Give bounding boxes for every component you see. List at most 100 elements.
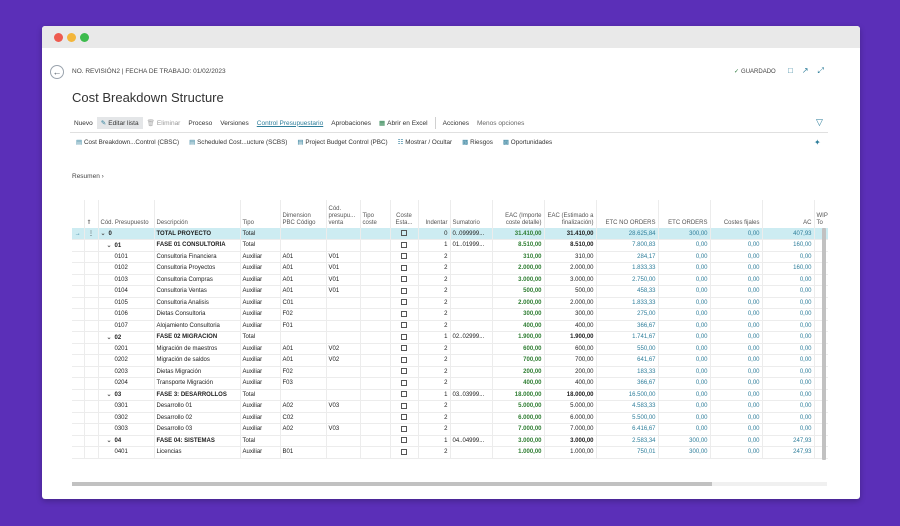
tipocoste-cell[interactable] bbox=[360, 262, 391, 275]
desc-cell[interactable]: Alojamiento Consultoria bbox=[154, 320, 241, 332]
eac-cell[interactable]: 7.000,00 bbox=[492, 423, 545, 436]
row-arrow-cell[interactable] bbox=[72, 320, 85, 332]
row-menu-cell[interactable] bbox=[84, 366, 99, 378]
desc-cell[interactable]: Migración de maestros bbox=[154, 343, 241, 355]
eac-cell[interactable]: 600,00 bbox=[492, 343, 545, 355]
edit-list-button[interactable]: ✎ Editar lista bbox=[96, 117, 143, 129]
checkbox[interactable] bbox=[401, 425, 407, 432]
eacfin-cell[interactable]: 300,00 bbox=[544, 308, 597, 321]
row-menu-cell[interactable] bbox=[84, 297, 99, 309]
desc-cell[interactable]: Desarrollo 03 bbox=[154, 423, 241, 436]
indentar-cell[interactable]: 2 bbox=[418, 320, 451, 332]
checkbox[interactable] bbox=[401, 356, 407, 363]
wip-cell[interactable] bbox=[814, 274, 828, 286]
tipocoste-cell[interactable] bbox=[360, 423, 391, 436]
cod-cell[interactable]: 0104 bbox=[98, 285, 155, 298]
checkbox[interactable] bbox=[401, 345, 407, 352]
checkbox[interactable] bbox=[401, 310, 407, 317]
eacfin-cell[interactable]: 7.000,00 bbox=[544, 423, 597, 436]
desc-cell[interactable]: Migración de saldos bbox=[154, 354, 241, 367]
cod-cell[interactable]: 0301 bbox=[98, 400, 155, 413]
wip-cell[interactable] bbox=[814, 389, 828, 401]
ac-cell[interactable]: 0,00 bbox=[762, 308, 815, 321]
tipo-cell[interactable]: Auxiliar bbox=[240, 320, 281, 332]
tipocoste-cell[interactable] bbox=[360, 377, 391, 390]
checkbox[interactable] bbox=[401, 448, 407, 455]
etc-cell[interactable]: 0,00 bbox=[658, 354, 711, 367]
sumatorio-cell[interactable] bbox=[450, 251, 493, 263]
etcno-cell[interactable]: 366,67 bbox=[596, 377, 659, 390]
etcno-cell[interactable]: 750,01 bbox=[596, 446, 659, 459]
etcno-cell[interactable]: 550,00 bbox=[596, 343, 659, 355]
etc-cell[interactable]: 0,00 bbox=[658, 262, 711, 275]
sumatorio-cell[interactable]: 04..04999... bbox=[450, 435, 493, 447]
codventa-cell[interactable] bbox=[326, 389, 361, 401]
costes-cell[interactable]: 0,00 bbox=[710, 274, 763, 286]
cod-cell[interactable]: ⌄ 03 bbox=[98, 389, 155, 401]
col-costeest[interactable]: Coste Esta... bbox=[390, 200, 419, 228]
costes-cell[interactable]: 0,00 bbox=[710, 239, 763, 252]
cod-cell[interactable]: 0302 bbox=[98, 412, 155, 424]
desc-cell[interactable]: Consultoria Financiera bbox=[154, 251, 241, 263]
etc-cell[interactable]: 300,00 bbox=[658, 228, 711, 240]
row-menu-cell[interactable]: ⋮ bbox=[84, 228, 99, 240]
etcno-cell[interactable]: 458,33 bbox=[596, 285, 659, 298]
row-arrow-cell[interactable]: → bbox=[72, 228, 85, 240]
etc-cell[interactable]: 0,00 bbox=[658, 331, 711, 344]
row-menu-cell[interactable] bbox=[84, 423, 99, 436]
codventa-cell[interactable]: V01 bbox=[326, 285, 361, 298]
dim-cell[interactable]: A01 bbox=[280, 274, 327, 286]
col-etc[interactable]: ETC ORDERS bbox=[658, 200, 711, 228]
tipo-cell[interactable]: Total bbox=[240, 239, 281, 252]
sumatorio-cell[interactable] bbox=[450, 412, 493, 424]
indentar-cell[interactable]: 1 bbox=[418, 435, 451, 447]
col-ac[interactable]: AC bbox=[762, 200, 815, 228]
costes-cell[interactable]: 0,00 bbox=[710, 331, 763, 344]
wip-cell[interactable] bbox=[814, 308, 828, 321]
codventa-cell[interactable]: V03 bbox=[326, 423, 361, 436]
checkbox[interactable] bbox=[401, 264, 407, 271]
actions-menu[interactable]: Acciones bbox=[442, 119, 469, 127]
row-arrow-cell[interactable] bbox=[72, 377, 85, 390]
desc-cell[interactable]: Consultoria Analisis bbox=[154, 297, 241, 309]
eacfin-cell[interactable]: 1.000,00 bbox=[544, 446, 597, 459]
cod-cell[interactable]: ⌄ 0 bbox=[98, 228, 155, 240]
checkbox[interactable] bbox=[401, 391, 407, 398]
ac-cell[interactable]: 0,00 bbox=[762, 400, 815, 413]
eacfin-cell[interactable]: 5.000,00 bbox=[544, 400, 597, 413]
table-row[interactable]: ⌄ 03 FASE 3: DESARROLLOS Total 1 03..03999...… bbox=[72, 389, 828, 401]
col-sumatorio[interactable]: Sumatorio bbox=[450, 200, 493, 228]
indentar-cell[interactable]: 2 bbox=[418, 354, 451, 367]
sumatorio-cell[interactable] bbox=[450, 308, 493, 321]
row-arrow-cell[interactable] bbox=[72, 389, 85, 401]
codventa-cell[interactable] bbox=[326, 435, 361, 447]
row-menu-cell[interactable] bbox=[84, 239, 99, 252]
tipo-cell[interactable]: Auxiliar bbox=[240, 423, 281, 436]
dim-cell[interactable]: A01 bbox=[280, 262, 327, 275]
desc-cell[interactable]: FASE 02 MIGRACION bbox=[154, 331, 241, 344]
tipo-cell[interactable]: Auxiliar bbox=[240, 297, 281, 309]
sumatorio-cell[interactable]: 03..03999... bbox=[450, 389, 493, 401]
costes-cell[interactable]: 0,00 bbox=[710, 366, 763, 378]
costes-cell[interactable]: 0,00 bbox=[710, 423, 763, 436]
summary-toggle[interactable]: Resumen › bbox=[72, 173, 104, 180]
chevron-down-icon[interactable]: ⌄ bbox=[106, 242, 112, 249]
eac-cell[interactable]: 700,00 bbox=[492, 354, 545, 367]
ac-cell[interactable]: 247,93 bbox=[762, 435, 815, 447]
codventa-cell[interactable] bbox=[326, 228, 361, 240]
wip-cell[interactable] bbox=[814, 228, 828, 240]
ac-cell[interactable]: 0,00 bbox=[762, 320, 815, 332]
table-row[interactable]: 0204 Transporte Migración Auxiliar F03 2 400,… bbox=[72, 377, 828, 390]
row-menu-cell[interactable] bbox=[84, 435, 99, 447]
etc-cell[interactable]: 0,00 bbox=[658, 251, 711, 263]
indentar-cell[interactable]: 2 bbox=[418, 262, 451, 275]
row-arrow-cell[interactable] bbox=[72, 354, 85, 367]
costes-cell[interactable]: 0,00 bbox=[710, 251, 763, 263]
sumatorio-cell[interactable]: 01..01999... bbox=[450, 239, 493, 252]
eacfin-cell[interactable]: 310,00 bbox=[544, 251, 597, 263]
eac-cell[interactable]: 500,00 bbox=[492, 285, 545, 298]
tipocoste-cell[interactable] bbox=[360, 239, 391, 252]
costes-cell[interactable]: 0,00 bbox=[710, 389, 763, 401]
table-row[interactable]: 0302 Desarrollo 02 Auxiliar C02 2 6.000,00 6.0… bbox=[72, 412, 828, 424]
indentar-cell[interactable]: 1 bbox=[418, 389, 451, 401]
